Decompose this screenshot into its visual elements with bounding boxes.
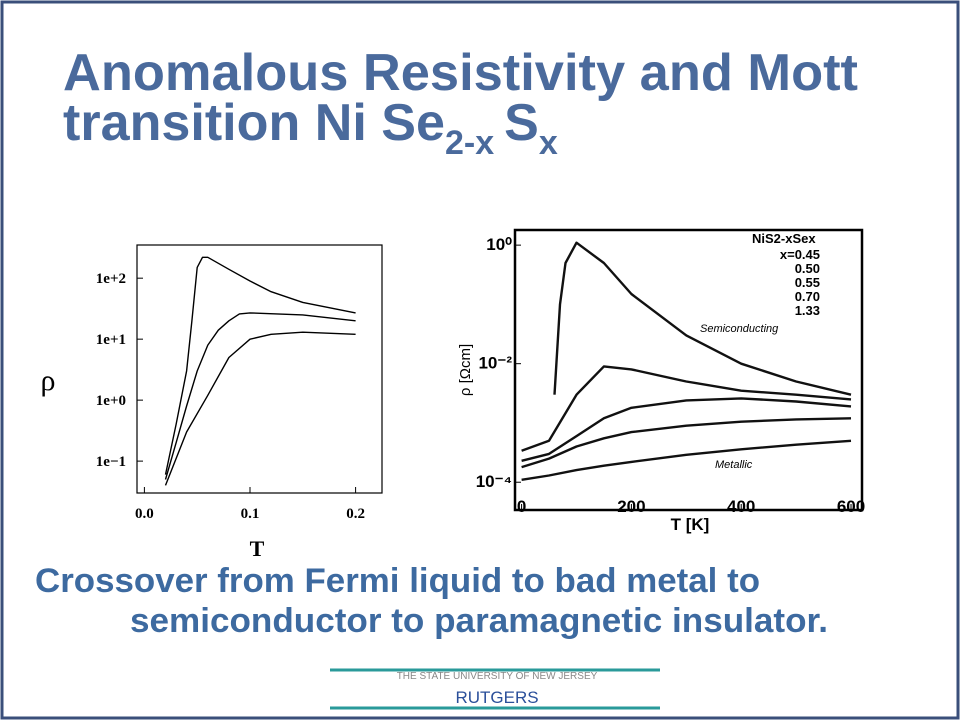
x-tick-label: 400 [727, 497, 755, 516]
legend-entry: 0.55 [795, 275, 820, 290]
curve [521, 417, 852, 469]
curve [521, 365, 852, 452]
title-subscript: x [539, 124, 558, 162]
x-axis-label: T [K] [671, 515, 710, 534]
x-tick-label: 0.2 [346, 506, 365, 522]
caption-line: semiconductor to paramagnetic insulator. [130, 602, 828, 640]
y-axis-label: ρ [41, 364, 56, 397]
y-tick-label: 1e+2 [96, 271, 126, 287]
y-tick-label: 10⁻² [478, 354, 512, 373]
plot-frame [513, 228, 864, 512]
legend-title: NiS2-xSex [752, 231, 816, 246]
title-line: transition Ni Se2-x Sx [63, 94, 558, 162]
curve [521, 439, 852, 481]
y-tick-label: 1e−1 [96, 454, 126, 470]
x-axis-label: T [250, 536, 265, 561]
legend-entry: 0.50 [795, 261, 820, 276]
x-tick-label: 0 [517, 497, 526, 516]
curve [553, 241, 852, 396]
y-tick-label: 1e+0 [96, 393, 126, 409]
y-axis-label: ρ [Ωcm] [457, 344, 474, 396]
x-tick-label: 0.1 [241, 506, 260, 522]
legend-entry: 0.70 [795, 289, 820, 304]
annotation: Metallic [715, 459, 753, 471]
curve [521, 397, 852, 462]
plot-frame [136, 244, 383, 494]
annotation: Semiconducting [700, 323, 779, 335]
chart: 0 200 400 600 10⁻⁴ 10⁻² 10⁰ T [K] ρ [Ωcm] NiS2-xS… [457, 228, 865, 534]
footer-name: RUTGERS [455, 688, 538, 707]
legend-entry: 1.33 [795, 303, 820, 318]
chart: 0.0 0.1 0.2 1e−1 1e+0 1e+1 1e+2 Tρ [41, 244, 383, 561]
title-subscript: 2-x [445, 124, 494, 162]
x-tick-label: 600 [837, 497, 865, 516]
y-tick-label: 1e+1 [96, 332, 126, 348]
curve [164, 331, 356, 486]
y-tick-label: 10⁰ [486, 235, 512, 254]
footer-university: THE STATE UNIVERSITY OF NEW JERSEY [397, 671, 598, 682]
x-tick-label: 200 [617, 497, 645, 516]
legend-entry: x=0.45 [780, 247, 820, 262]
curve [164, 256, 356, 475]
y-tick-label: 10⁻⁴ [476, 472, 512, 491]
caption-line: Crossover from Fermi liquid to bad metal… [35, 562, 760, 600]
x-tick-label: 0.0 [135, 506, 154, 522]
curve [164, 312, 356, 480]
title-line: Anomalous Resistivity and Mott [63, 44, 858, 102]
title-text: transition Ni Se [63, 94, 445, 152]
title-text: S [504, 94, 539, 152]
